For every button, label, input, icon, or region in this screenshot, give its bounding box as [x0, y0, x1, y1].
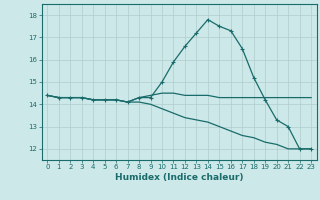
X-axis label: Humidex (Indice chaleur): Humidex (Indice chaleur): [115, 173, 244, 182]
